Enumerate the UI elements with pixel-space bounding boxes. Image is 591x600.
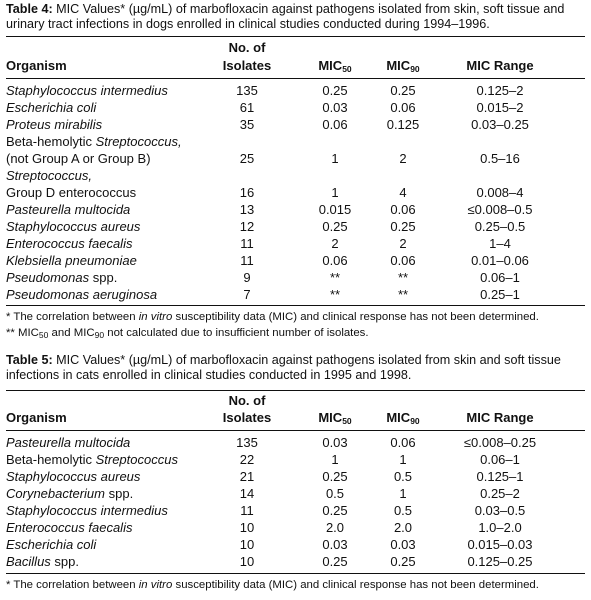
table-row: Group D enterococcus 16 1 4 0.008–4: [6, 185, 524, 200]
table5-header-mic90: MIC90: [386, 410, 420, 427]
table5-footnote-1: * The correlation between in vitro susce…: [6, 579, 539, 591]
table5-header-isolates-line2: Isolates: [222, 410, 272, 425]
table4-footnote-2: ** MIC50 and MIC90 not calculated due to…: [6, 327, 369, 340]
table5-top-rule: [6, 390, 585, 391]
table4-header-mic90: MIC90: [386, 58, 420, 75]
table4-header-range: MIC Range: [466, 58, 534, 73]
table-row: Staphylococcus aureus 21 0.25 0.5 0.125–…: [6, 469, 524, 484]
table-row: Klebsiella pneumoniae 11 0.06 0.06 0.01–…: [6, 253, 529, 268]
table4-header-isolates-line2: Isolates: [222, 58, 272, 73]
table-row: Staphylococcus aureus 12 0.25 0.25 0.25–…: [6, 219, 526, 234]
table5-caption-text: MIC Values* (µg/mL) of marbofloxacin aga…: [6, 353, 561, 382]
table-row: Staphylococcus intermedius 11 0.25 0.5 0…: [6, 503, 526, 518]
table4-header-mic50: MIC50: [318, 58, 352, 75]
table-row: Pseudomonas aeruginosa 7 ** ** 0.25–1: [6, 287, 520, 302]
table5-header-mic50: MIC50: [318, 410, 352, 427]
table-row: Beta-hemolytic Streptococcus 22 1 1 0.06…: [6, 452, 520, 467]
table5-bottom-rule: [6, 573, 585, 574]
table4-header-isolates-line1: No. of: [228, 40, 266, 55]
table4-header-rule: [6, 78, 585, 79]
table-row: Pseudomonas spp. 9 ** ** 0.06–1: [6, 270, 520, 285]
table-row: Bacillus spp. 10 0.25 0.25 0.125–0.25: [6, 554, 533, 569]
table-row: Proteus mirabilis 35 0.06 0.125 0.03–0.2…: [6, 117, 529, 132]
table4-caption-text: MIC Values* (µg/mL) of marbofloxacin aga…: [6, 2, 565, 31]
table-row: Enterococcus faecalis 10 2.0 2.0 1.0–2.0: [6, 520, 522, 535]
table-row-first-line: Streptococcus,: [6, 168, 92, 183]
table5-caption: Table 5: MIC Values* (µg/mL) of marboflo…: [6, 353, 586, 383]
table5-header-rule: [6, 430, 585, 431]
table-row-first-line: Beta-hemolytic Streptococcus,: [6, 134, 182, 149]
table4-caption: Table 4: MIC Values* (µg/mL) of marboflo…: [6, 2, 586, 32]
table-row: Pasteurella multocida 135 0.03 0.06 ≤0.0…: [6, 435, 537, 450]
table-row: Pasteurella multocida 13 0.015 0.06 ≤0.0…: [6, 202, 533, 217]
table-row: Staphylococcus intermedius 135 0.25 0.25…: [6, 83, 524, 98]
table-row: Escherichia coli 61 0.03 0.06 0.015–2: [6, 100, 524, 115]
table5-header-isolates-line1: No. of: [228, 393, 266, 408]
table5-header-range: MIC Range: [466, 410, 534, 425]
table4-label: Table 4:: [6, 2, 53, 16]
table-row: Enterococcus faecalis 11 2 2 1–4: [6, 236, 511, 251]
table-row: (not Group A or Group B) 25 1 2 0.5–16: [6, 151, 520, 166]
table-row: Corynebacterium spp. 14 0.5 1 0.25–2: [6, 486, 520, 501]
table5-header-organism: Organism: [6, 410, 67, 425]
table-row: Escherichia coli 10 0.03 0.03 0.015–0.03: [6, 537, 533, 552]
table4-bottom-rule: [6, 305, 585, 306]
table4-top-rule: [6, 36, 585, 37]
table4-footnote-1: * The correlation between in vitro susce…: [6, 311, 539, 323]
table5-label: Table 5:: [6, 353, 53, 367]
table4-header-organism: Organism: [6, 58, 67, 73]
